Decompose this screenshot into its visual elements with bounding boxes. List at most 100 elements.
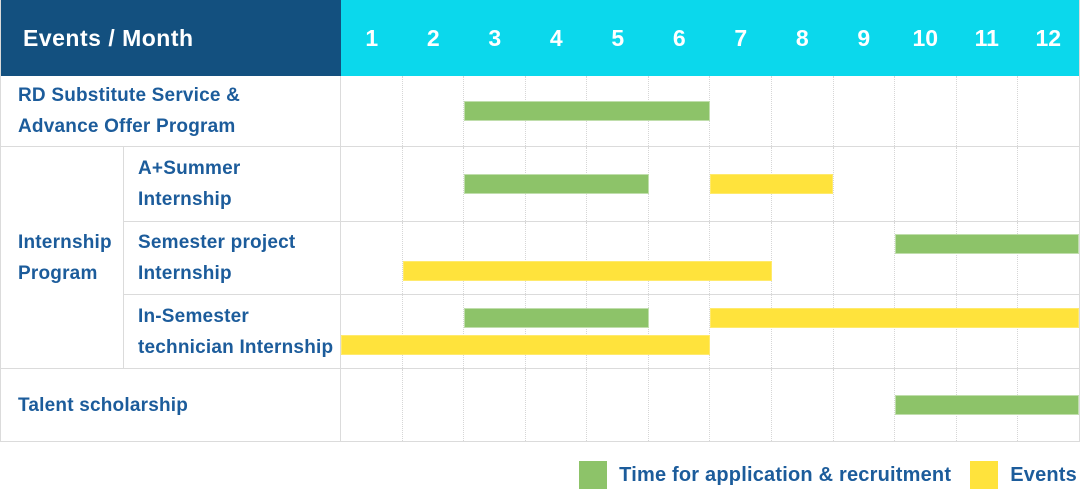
gridline-cell <box>341 369 403 441</box>
row-label-line: Internship <box>18 231 112 253</box>
group-rows: A+Summer Internship Semester project Intern… <box>124 147 1079 368</box>
gridline-cell <box>772 76 834 146</box>
gridline-cell <box>587 295 649 368</box>
legend-item-green: Time for application & recruitment <box>579 461 951 489</box>
gridline-cell <box>710 222 773 294</box>
group-label: Internship Program <box>1 147 124 368</box>
gantt-row: In-Semester technician Internship <box>124 295 1079 368</box>
row-label-line: Advance Offer Program <box>18 116 236 137</box>
gridline-cell <box>834 295 896 368</box>
gridline-cell <box>649 147 711 221</box>
row-label: Talent scholarship <box>1 369 341 441</box>
month-header-11: 11 <box>974 24 999 51</box>
events-month-header: Events / Month <box>1 0 341 76</box>
gridline-cell <box>1018 222 1079 294</box>
gridline-cell <box>403 147 465 221</box>
gridline-cell <box>403 222 465 294</box>
gantt-row: A+Summer Internship <box>124 147 1079 222</box>
month-header-6: 6 <box>672 24 686 51</box>
row-label: A+Summer Internship <box>124 147 341 221</box>
gridline-cell <box>895 222 957 294</box>
gridline-cell <box>772 369 834 441</box>
row-label-line: Program <box>18 262 98 284</box>
row-label-line: Internship <box>138 189 232 210</box>
month-header-2: 2 <box>426 24 440 51</box>
month-gridlines <box>341 76 1079 146</box>
gantt-row: Semester project Internship <box>124 222 1079 295</box>
month-header-8: 8 <box>795 24 809 51</box>
chart-cell <box>341 147 1079 221</box>
gridline-cell <box>526 222 588 294</box>
month-header-9: 9 <box>857 24 871 51</box>
row-label-line: Talent scholarship <box>18 394 189 416</box>
row-label: Semester project Internship <box>124 222 341 294</box>
gridline-cell <box>649 295 711 368</box>
row-label-line: technician Internship <box>138 336 334 358</box>
gantt-row: RD Substitute Service & Advance Offer Pro… <box>1 76 1079 147</box>
legend-swatch-green <box>579 461 608 489</box>
legend-label: Time for application & recruitment <box>619 463 952 486</box>
gantt-bar-green <box>894 234 1079 254</box>
gridline-cell <box>710 295 773 368</box>
gridline-cell <box>957 76 1019 146</box>
gantt-bar-green <box>464 101 710 121</box>
gantt-bar-yellow <box>402 261 772 281</box>
gridline-cell <box>834 147 896 221</box>
gridline-cell <box>587 369 649 441</box>
month-header-3: 3 <box>488 24 502 51</box>
gridline-cell <box>341 295 403 368</box>
gridline-cell <box>957 147 1019 221</box>
month-header-12: 12 <box>1035 24 1062 51</box>
gridline-cell <box>341 147 403 221</box>
gridline-cell <box>710 369 773 441</box>
gridline-cell <box>526 369 588 441</box>
gridline-cell <box>710 76 773 146</box>
gantt-bar-yellow <box>710 174 833 194</box>
gridline-cell <box>464 295 526 368</box>
gridline-cell <box>403 369 465 441</box>
gantt-body: RD Substitute Service & Advance Offer Pro… <box>1 76 1079 441</box>
gantt-row: Talent scholarship <box>1 369 1079 441</box>
row-label-line: Semester project <box>138 232 296 253</box>
gantt-bar-green <box>464 307 649 328</box>
gridline-cell <box>464 369 526 441</box>
chart-cell <box>341 295 1079 368</box>
gridline-cell <box>772 222 834 294</box>
gridline-cell <box>1018 147 1079 221</box>
gridline-cell <box>957 295 1019 368</box>
gridline-cell <box>526 295 588 368</box>
month-header-row: 1 2 3 4 5 6 7 8 9 10 11 12 <box>341 0 1079 76</box>
gridline-cell <box>464 222 526 294</box>
month-gridlines <box>341 222 1079 294</box>
gridline-cell <box>834 222 896 294</box>
gridline-cell <box>895 147 957 221</box>
gridline-cell <box>1018 76 1079 146</box>
month-header-10: 10 <box>912 24 939 51</box>
gridline-cell <box>587 222 649 294</box>
gridline-cell <box>341 222 403 294</box>
row-label: In-Semester technician Internship <box>124 295 341 368</box>
row-label-line: Internship <box>138 263 232 284</box>
month-gridlines <box>341 295 1079 368</box>
row-label-line: A+Summer <box>138 158 241 179</box>
gridline-cell <box>403 295 465 368</box>
gridline-cell <box>895 76 957 146</box>
header-row: Events / Month 1 2 3 4 5 6 7 8 9 10 11 12 <box>1 0 1079 76</box>
legend-item-yellow: Events <box>970 461 1077 489</box>
gridline-cell <box>957 222 1019 294</box>
gridline-cell <box>1018 295 1079 368</box>
gridline-cell <box>649 222 711 294</box>
gantt-bar-green <box>464 174 649 194</box>
row-label-line: RD Substitute Service & <box>18 85 241 106</box>
month-header-5: 5 <box>611 24 625 51</box>
gantt-bar-yellow <box>341 334 710 355</box>
gridline-cell <box>772 295 834 368</box>
gridline-cell <box>649 369 711 441</box>
legend-swatch-yellow <box>970 461 999 489</box>
chart-cell <box>341 76 1079 146</box>
chart-cell <box>341 222 1079 294</box>
legend: Time for application & recruitment Events <box>0 461 1080 489</box>
row-label-line: In-Semester <box>138 305 249 327</box>
gridline-cell <box>834 369 896 441</box>
month-header-1: 1 <box>365 24 379 51</box>
